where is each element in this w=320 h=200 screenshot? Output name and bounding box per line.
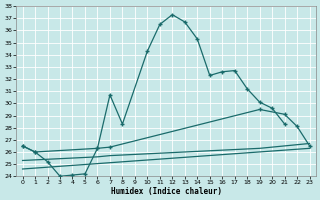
- X-axis label: Humidex (Indice chaleur): Humidex (Indice chaleur): [111, 187, 221, 196]
